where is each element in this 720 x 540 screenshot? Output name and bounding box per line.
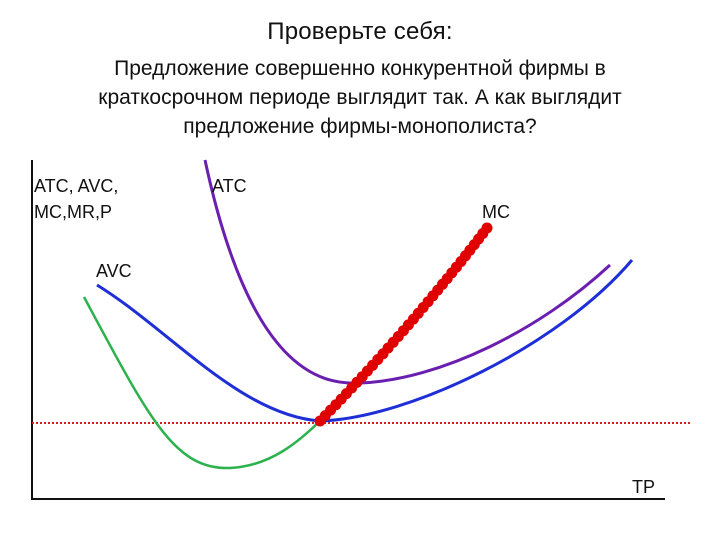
atc-curve bbox=[205, 160, 610, 383]
y-axis-label-line: MC,MR,P bbox=[34, 202, 112, 222]
mc-curve bbox=[84, 228, 487, 468]
avc-curve bbox=[97, 260, 632, 421]
y-axis-label-line: ATC, AVC, bbox=[34, 176, 118, 196]
atc-label: ATC bbox=[212, 176, 247, 196]
x-axis-label: TP bbox=[632, 477, 655, 497]
avc-label: AVC bbox=[96, 261, 132, 281]
supply-dot bbox=[482, 223, 493, 234]
supply-curve bbox=[315, 223, 493, 427]
mc-label: MC bbox=[482, 202, 510, 222]
